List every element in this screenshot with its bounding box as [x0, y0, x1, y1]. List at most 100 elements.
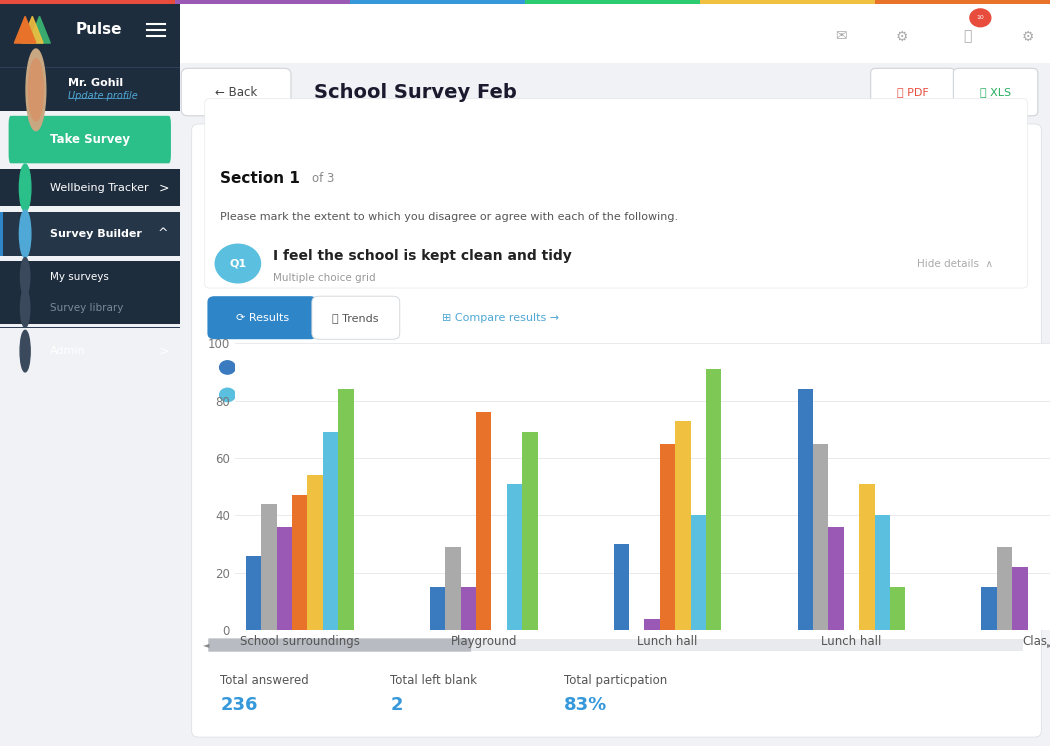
Bar [180, 69, 1050, 71]
Bar [429, 587, 445, 630]
Bar [875, 515, 890, 630]
Text: >: > [159, 345, 169, 357]
Circle shape [219, 388, 235, 401]
Text: 📊 XLS: 📊 XLS [980, 87, 1011, 97]
Polygon shape [15, 16, 36, 43]
Bar [507, 484, 522, 630]
Bar [0, 69, 180, 111]
Text: Please mark the extent to which you disagree or agree with each of the following: Please mark the extent to which you disa… [220, 212, 678, 222]
Circle shape [341, 388, 357, 401]
Text: Update profile: Update profile [68, 91, 138, 101]
Bar [522, 432, 538, 630]
Bar [675, 421, 691, 630]
Bar [338, 389, 354, 630]
Bar [706, 369, 721, 630]
Text: ^: ^ [159, 228, 169, 240]
Text: 2: 2 [391, 696, 403, 714]
Bar [0, 4, 180, 67]
FancyBboxPatch shape [208, 639, 471, 652]
Bar [246, 556, 261, 630]
Polygon shape [28, 16, 50, 43]
Bar [476, 412, 491, 630]
Bar [350, 0, 525, 4]
Text: ⊞ Compare results →: ⊞ Compare results → [442, 313, 560, 323]
Text: 236: 236 [220, 696, 258, 714]
Circle shape [20, 289, 29, 327]
Circle shape [20, 330, 30, 372]
Bar [0, 212, 3, 256]
FancyBboxPatch shape [870, 69, 956, 116]
Bar [0, 260, 180, 293]
Bar [890, 587, 905, 630]
Text: Hide details  ∧: Hide details ∧ [918, 259, 993, 269]
Text: Section 1: Section 1 [220, 171, 300, 186]
Circle shape [28, 59, 43, 121]
Text: I feel the school is kept clean and tidy: I feel the school is kept clean and tidy [273, 249, 571, 263]
Circle shape [363, 361, 379, 374]
Text: Dissatisfied: Dissatisfied [381, 363, 440, 372]
Bar [261, 504, 276, 630]
Text: Satisfied: Satisfied [238, 390, 281, 400]
FancyBboxPatch shape [312, 296, 400, 339]
Bar [209, 639, 1023, 651]
Text: Total left blank: Total left blank [391, 674, 477, 687]
Circle shape [26, 49, 46, 131]
FancyBboxPatch shape [182, 69, 291, 116]
Text: ⟳ Results: ⟳ Results [235, 313, 289, 323]
Bar [982, 587, 996, 630]
Text: 🔔: 🔔 [963, 29, 971, 43]
Text: Admin: Admin [50, 346, 86, 356]
Bar [613, 545, 629, 630]
Circle shape [970, 9, 991, 27]
Bar [0, 67, 180, 69]
Text: 83%: 83% [564, 696, 608, 714]
Text: Survey library: Survey library [50, 303, 124, 313]
Bar [445, 547, 461, 630]
Text: Somewhat satisfied: Somewhat satisfied [803, 363, 902, 372]
Text: Multiple choice grid: Multiple choice grid [273, 273, 375, 283]
Bar [700, 0, 875, 4]
Bar [875, 0, 1050, 4]
Bar [276, 527, 292, 630]
Text: School Survey Feb: School Survey Feb [314, 83, 518, 101]
Text: Very dissatisfied: Very dissatisfied [238, 363, 320, 372]
Bar [859, 484, 875, 630]
FancyBboxPatch shape [192, 124, 1042, 737]
Text: Survey Builder: Survey Builder [50, 229, 142, 239]
Text: Mr. Gohil: Mr. Gohil [68, 78, 123, 88]
Bar [175, 0, 350, 4]
Text: ✉: ✉ [836, 29, 847, 43]
FancyBboxPatch shape [953, 69, 1037, 116]
Bar [461, 587, 476, 630]
Circle shape [219, 361, 235, 374]
Bar [996, 547, 1012, 630]
Circle shape [215, 244, 260, 283]
Text: Pulse: Pulse [76, 22, 122, 37]
Circle shape [650, 361, 666, 374]
Bar [813, 444, 828, 630]
Bar [0, 292, 180, 325]
Bar [180, 4, 1050, 69]
Circle shape [785, 361, 801, 374]
Text: ⚙: ⚙ [896, 29, 908, 43]
Bar [691, 515, 706, 630]
Circle shape [19, 210, 30, 257]
Circle shape [507, 361, 523, 374]
Bar [1012, 567, 1028, 630]
Text: >: > [159, 181, 169, 194]
Text: ← Back: ← Back [215, 86, 257, 98]
FancyBboxPatch shape [208, 296, 317, 339]
FancyBboxPatch shape [8, 116, 171, 163]
Text: 10: 10 [976, 16, 984, 20]
Text: ◄: ◄ [203, 641, 210, 650]
Text: Take Survey: Take Survey [49, 133, 130, 146]
Bar [0, 212, 180, 256]
Bar [292, 495, 308, 630]
Text: Very satisfied: Very satisfied [360, 390, 427, 400]
Text: ►: ► [1047, 641, 1050, 650]
Bar [828, 527, 844, 630]
Polygon shape [22, 16, 43, 43]
FancyBboxPatch shape [205, 98, 1027, 288]
Text: Total particpation: Total particpation [564, 674, 668, 687]
Text: 📄 PDF: 📄 PDF [897, 87, 929, 97]
